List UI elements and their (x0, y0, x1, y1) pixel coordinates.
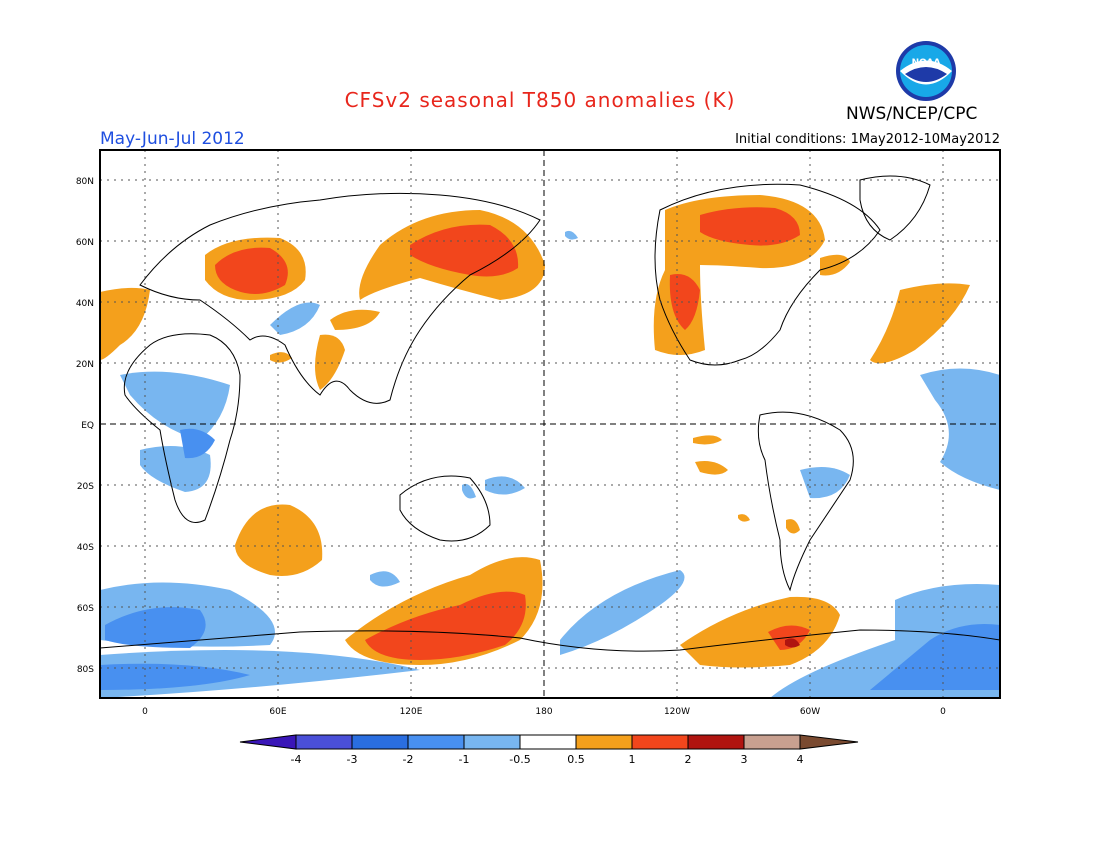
colorbar-label: 0.5 (567, 753, 585, 766)
latitude-labels: 80N 60N 40N 20N EQ 20S 40S 60S 80S (76, 177, 94, 675)
colorbar-segment (463, 734, 521, 750)
lat-label: 60S (77, 604, 94, 614)
initial-conditions-label: Initial conditions: 1May2012-10May2012 (735, 132, 1000, 147)
lon-label: 0 (142, 707, 148, 717)
lat-label: EQ (81, 421, 94, 431)
season-label: May-Jun-Jul 2012 (100, 129, 245, 149)
colorbar-high-arrow (799, 734, 859, 750)
lat-label: 20N (76, 360, 94, 370)
color-bar (239, 734, 859, 750)
colorbar-segment (351, 734, 409, 750)
lon-label: 180 (535, 707, 552, 717)
colorbar-segment (407, 734, 465, 750)
lat-label: 40N (76, 299, 94, 309)
colorbar-segment (575, 734, 633, 750)
colorbar-label: -3 (347, 753, 358, 766)
noaa-logo-icon: NOAA (896, 41, 956, 101)
colorbar-segment (295, 734, 353, 750)
strong-cool-anomaly-regions (100, 428, 1000, 690)
colorbar-segment (519, 734, 577, 750)
extreme-warm-anomaly-region (785, 638, 800, 648)
colorbar-label: 2 (685, 753, 692, 766)
colorbar-labels: -4 -3 -2 -1 -0.5 0.5 1 2 3 4 (291, 753, 804, 766)
equator-dateline (100, 150, 1000, 698)
colorbar-label: 4 (797, 753, 804, 766)
colorbar-label: -1 (459, 753, 470, 766)
lat-label: 60N (76, 238, 94, 248)
colorbar-label: 1 (629, 753, 636, 766)
map-frame (99, 149, 1001, 699)
lat-label: 80N (76, 177, 94, 187)
colorbar-label: -4 (291, 753, 302, 766)
lat-label: 40S (77, 543, 94, 553)
svg-text:NOAA: NOAA (912, 58, 941, 68)
colorbar-low-arrow (239, 734, 297, 750)
warm-anomaly-regions (100, 195, 970, 668)
lat-label: 20S (77, 482, 94, 492)
colorbar-label: 3 (741, 753, 748, 766)
lat-label: 80S (77, 665, 94, 675)
coastlines (100, 175, 1000, 652)
lon-label: 120E (400, 707, 423, 717)
lon-label: 0 (940, 707, 946, 717)
colorbar-segment (687, 734, 745, 750)
organization-label: NWS/NCEP/CPC (846, 104, 978, 124)
colorbar-segment (743, 734, 801, 750)
colorbar-label: -0.5 (509, 753, 530, 766)
lon-label: 60W (800, 707, 820, 717)
lon-label: 120W (664, 707, 690, 717)
longitude-labels: 0 60E 120E 180 120W 60W 0 (142, 707, 946, 717)
colorbar-segment (631, 734, 689, 750)
colorbar-label: -2 (403, 753, 414, 766)
lon-label: 60E (269, 707, 286, 717)
map-title: CFSv2 seasonal T850 anomalies (K) (344, 88, 736, 112)
